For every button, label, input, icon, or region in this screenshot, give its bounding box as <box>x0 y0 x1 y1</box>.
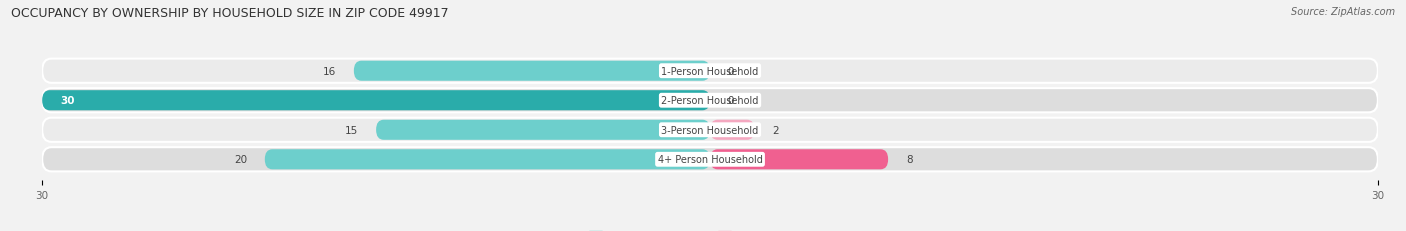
Text: 20: 20 <box>233 155 247 164</box>
Text: 2: 2 <box>772 125 779 135</box>
FancyBboxPatch shape <box>42 59 1378 83</box>
Text: 4+ Person Household: 4+ Person Household <box>658 155 762 164</box>
FancyBboxPatch shape <box>710 120 755 140</box>
FancyBboxPatch shape <box>42 118 1378 142</box>
Text: Source: ZipAtlas.com: Source: ZipAtlas.com <box>1291 7 1395 17</box>
FancyBboxPatch shape <box>375 120 710 140</box>
Text: 0: 0 <box>728 67 734 76</box>
Text: 8: 8 <box>905 155 912 164</box>
Text: 15: 15 <box>344 125 359 135</box>
Text: 0: 0 <box>728 96 734 106</box>
FancyBboxPatch shape <box>264 150 710 170</box>
Text: 2-Person Household: 2-Person Household <box>661 96 759 106</box>
FancyBboxPatch shape <box>354 61 710 81</box>
FancyBboxPatch shape <box>42 148 1378 172</box>
FancyBboxPatch shape <box>42 89 1378 113</box>
FancyBboxPatch shape <box>42 91 710 111</box>
Text: OCCUPANCY BY OWNERSHIP BY HOUSEHOLD SIZE IN ZIP CODE 49917: OCCUPANCY BY OWNERSHIP BY HOUSEHOLD SIZE… <box>11 7 449 20</box>
Text: 3-Person Household: 3-Person Household <box>661 125 759 135</box>
Text: 30: 30 <box>60 96 75 106</box>
FancyBboxPatch shape <box>710 150 889 170</box>
Text: 1-Person Household: 1-Person Household <box>661 67 759 76</box>
Text: 16: 16 <box>323 67 336 76</box>
